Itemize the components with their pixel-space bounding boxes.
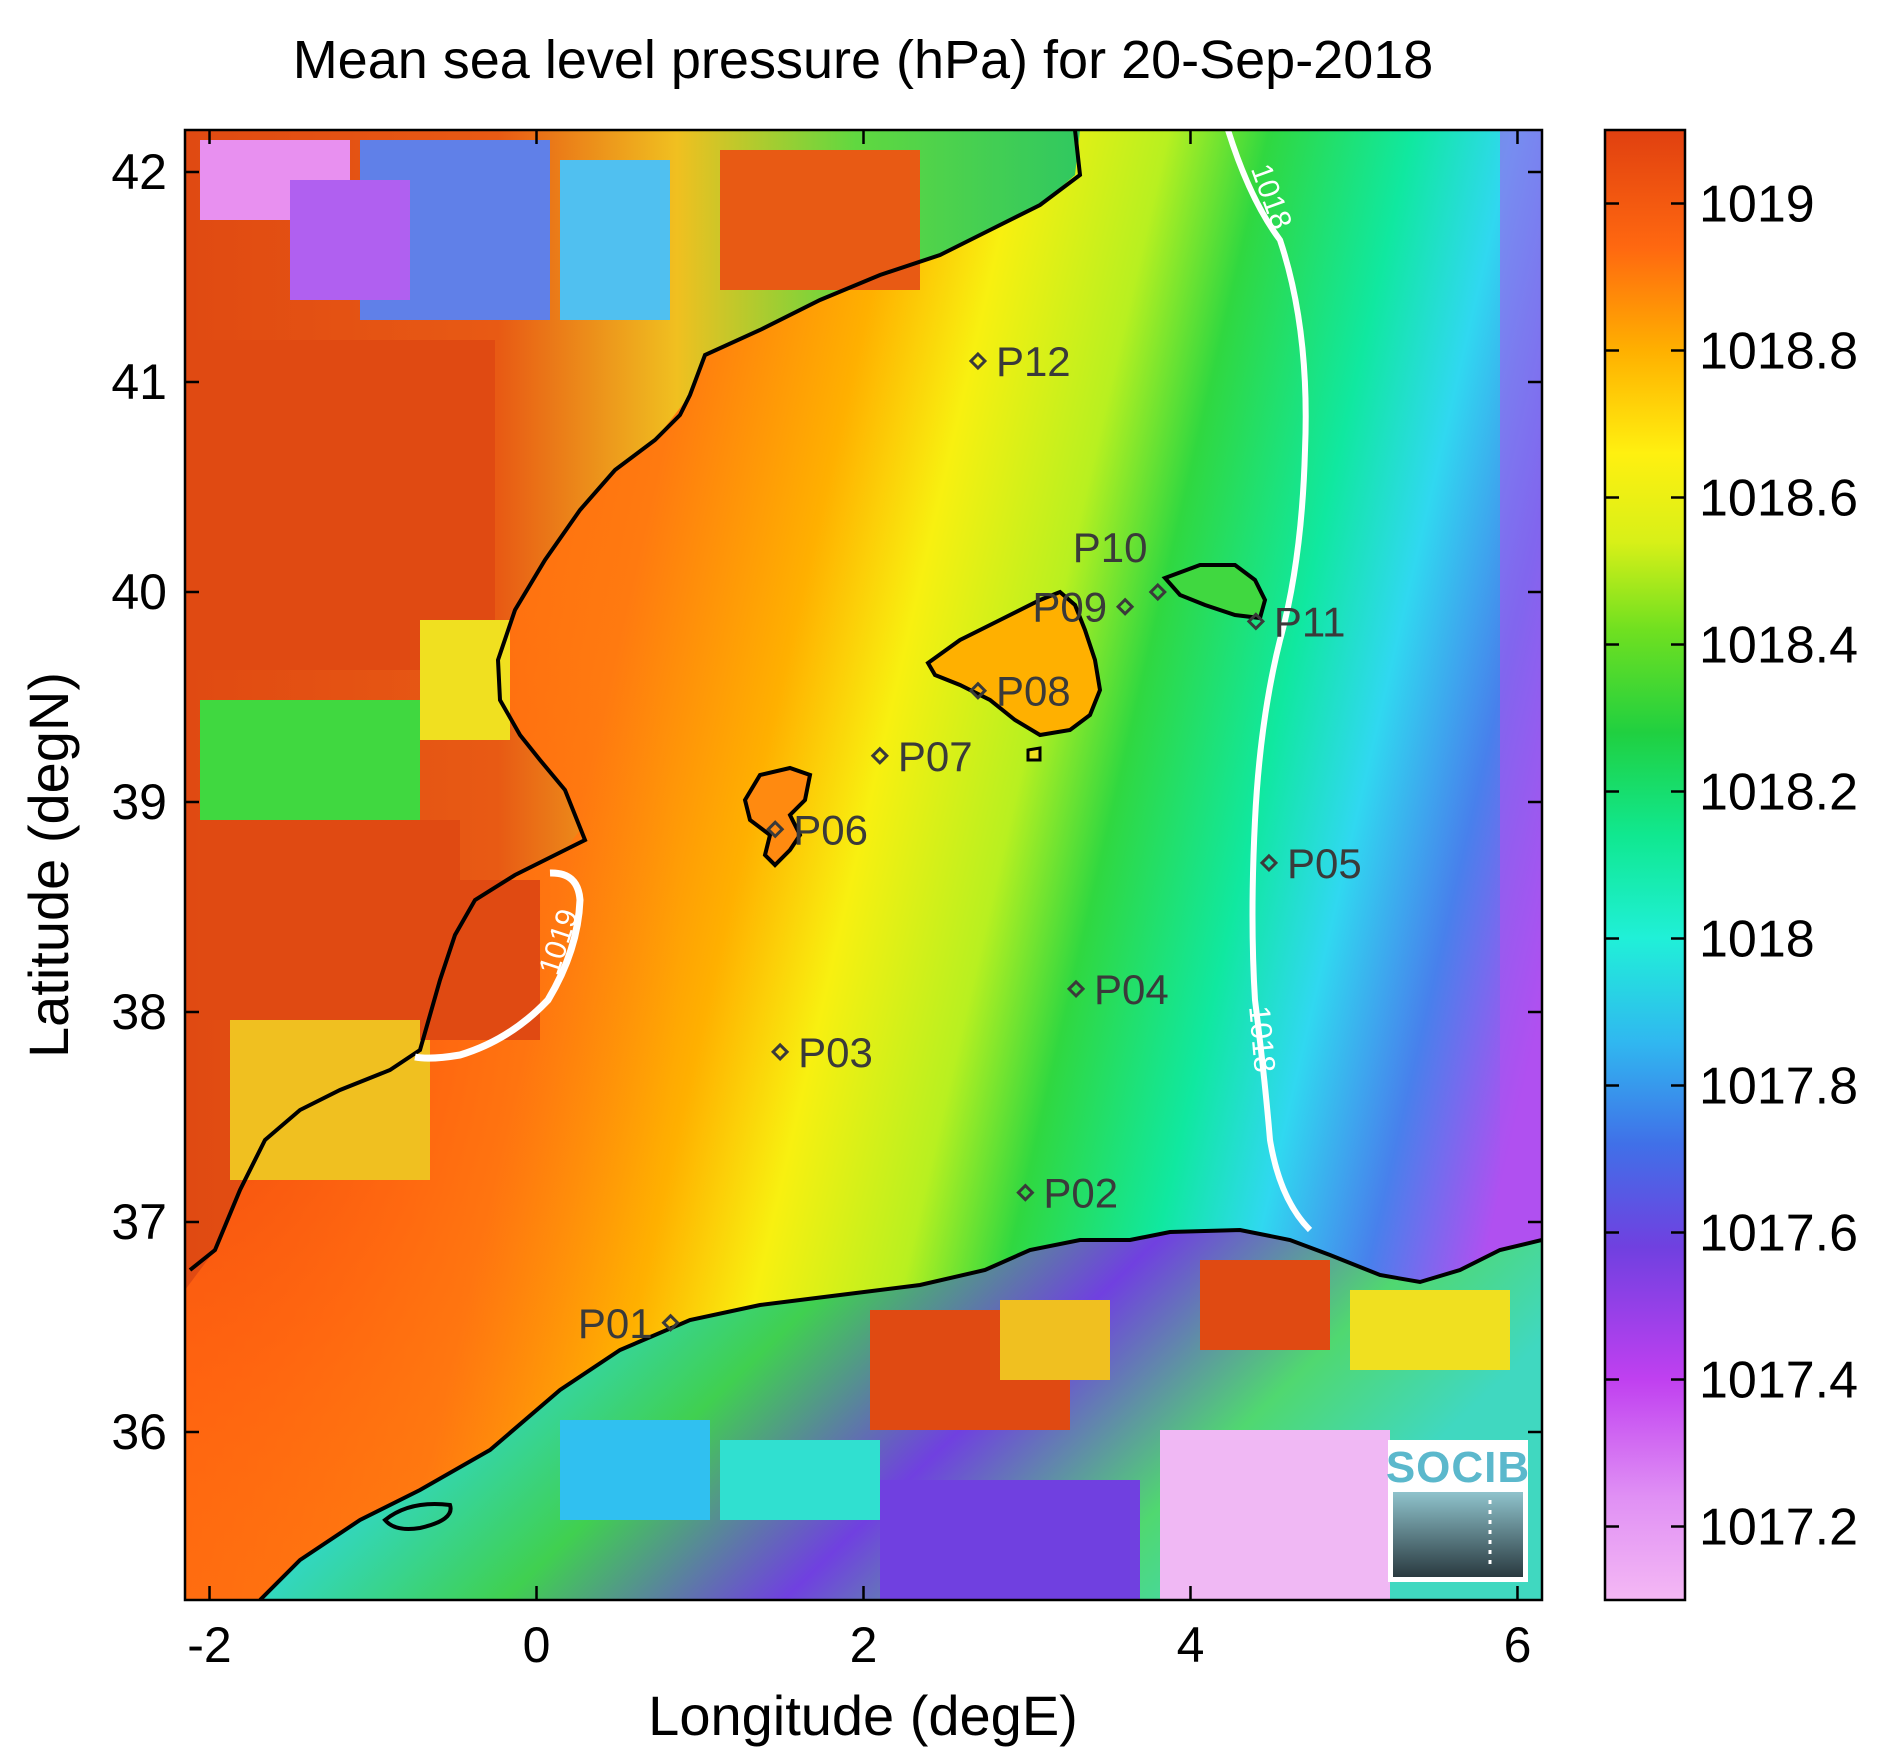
station-p11: P11 (1246, 598, 1346, 645)
station-label: P12 (996, 338, 1071, 385)
station-p03: P03 (770, 1029, 873, 1076)
colorbar (1603, 128, 1687, 1602)
station-layer: P01 P02 P03 P04 P05 P06 P07 P08 P09 P10 P11 P12 (578, 338, 1362, 1347)
colorbar-ticks: 1017.2 1017.4 1017.6 1017.8 1018 1018.2 1018.4… (1605, 176, 1858, 1557)
colorbar-tick-label: 1018.8 (1699, 323, 1858, 381)
station-label: P05 (1287, 840, 1362, 887)
colorbar-tick-label: 1018.4 (1699, 617, 1858, 675)
station-marker (1148, 582, 1167, 602)
colorbar-tick-label: 1017.6 (1699, 1205, 1858, 1263)
island-menorca (1161, 563, 1268, 621)
contour-label-1018-south: 1018 (1242, 1004, 1281, 1073)
contour-1019 (414, 869, 584, 1062)
station-p02: P02 (1016, 1170, 1118, 1217)
land-patch (720, 1440, 880, 1520)
colorbar-tick-label: 1017.8 (1699, 1058, 1858, 1116)
y-tick-label: 42 (111, 144, 167, 200)
land-patch (720, 150, 920, 290)
socib-logo-text: SOCIB (1386, 1443, 1530, 1492)
station-p04: P04 (1066, 966, 1169, 1013)
station-label: P08 (996, 668, 1071, 715)
station-marker (770, 1042, 790, 1062)
chart-title: Mean sea level pressure (hPa) for 20-Sep… (293, 30, 1434, 90)
land-patch (290, 180, 410, 300)
station-p05: P05 (1259, 840, 1362, 887)
land-patch (420, 620, 510, 740)
colorbar-tick-label: 1018 (1699, 911, 1815, 969)
station-marker (1115, 597, 1135, 616)
land-patch (420, 880, 540, 1040)
station-marker (766, 820, 785, 839)
station-marker (1259, 853, 1279, 873)
station-marker (870, 746, 889, 765)
x-tick-label: -2 (187, 1617, 231, 1673)
y-axis-label: Latitude (degN) (17, 672, 80, 1058)
colorbar-tick-label: 1017.4 (1699, 1352, 1858, 1410)
iberia-coastline (188, 130, 1083, 1272)
station-label: P09 (1032, 584, 1107, 631)
station-p10: P10 (1073, 524, 1167, 602)
station-marker (1066, 979, 1086, 999)
x-tick-label: 0 (523, 1617, 551, 1673)
x-axis-ticks: -2 0 2 4 6 (187, 130, 1531, 1673)
station-marker (1016, 1183, 1035, 1202)
station-label: P03 (798, 1029, 873, 1076)
station-p12: P12 (968, 338, 1071, 385)
station-p01: P01 (578, 1300, 680, 1347)
y-tick-label: 41 (111, 354, 167, 410)
africa-coastline (258, 1227, 1542, 1600)
colorbar-tick-label: 1017.2 (1699, 1499, 1858, 1557)
land-patch (560, 1420, 710, 1520)
station-label: P06 (793, 806, 868, 853)
island-cabrera (1026, 746, 1042, 762)
land-patch (1350, 1290, 1510, 1370)
sea-edge-band (1500, 130, 1542, 1240)
land-patch (230, 1020, 430, 1180)
y-tick-label: 38 (111, 984, 167, 1040)
x-tick-label: 4 (1177, 1617, 1205, 1673)
station-label: P02 (1043, 1170, 1118, 1217)
x-tick-label: 6 (1504, 1617, 1532, 1673)
island-ibiza (742, 765, 813, 868)
station-p06: P06 (766, 806, 868, 853)
y-tick-label: 37 (111, 1194, 167, 1250)
land-patch (880, 1480, 1140, 1600)
land-patch (1160, 1430, 1390, 1600)
station-p09: P09 (1032, 584, 1135, 631)
land-patch (560, 160, 670, 320)
y-tick-label: 39 (111, 774, 167, 830)
station-label: P04 (1094, 966, 1169, 1013)
station-p07: P07 (870, 733, 973, 780)
land-patch (200, 700, 420, 820)
africa-inland-lake (382, 1502, 453, 1531)
station-marker (661, 1313, 680, 1332)
plot-area: P01 P02 P03 P04 P05 P06 P07 P08 P09 P10 P11 P12 (185, 130, 1542, 1600)
station-marker (1246, 612, 1266, 631)
land-patch (1200, 1260, 1330, 1350)
contour-1018 (1225, 130, 1313, 1233)
land-patch (200, 820, 460, 1020)
colorbar-tick-label: 1018.6 (1699, 470, 1858, 528)
colorbar-tick-label: 1018.2 (1699, 764, 1858, 822)
y-tick-label: 40 (111, 564, 167, 620)
x-axis-label: Longitude (degE) (648, 1684, 1078, 1747)
station-label: P01 (578, 1300, 653, 1347)
socib-logo: SOCIB (1386, 1440, 1530, 1582)
land-patch (1000, 1300, 1110, 1380)
station-label: P10 (1073, 524, 1148, 571)
land-patch (195, 340, 495, 670)
station-label: P07 (898, 733, 973, 780)
station-label: P11 (1274, 598, 1346, 645)
station-marker (968, 681, 988, 700)
station-marker (968, 351, 988, 371)
x-tick-label: 2 (850, 1617, 878, 1673)
y-axis-ticks: 36 37 38 39 40 41 42 (111, 144, 1542, 1460)
colorbar-tick-label: 1019 (1699, 176, 1815, 234)
station-p08: P08 (968, 668, 1071, 715)
y-tick-label: 36 (111, 1404, 167, 1460)
